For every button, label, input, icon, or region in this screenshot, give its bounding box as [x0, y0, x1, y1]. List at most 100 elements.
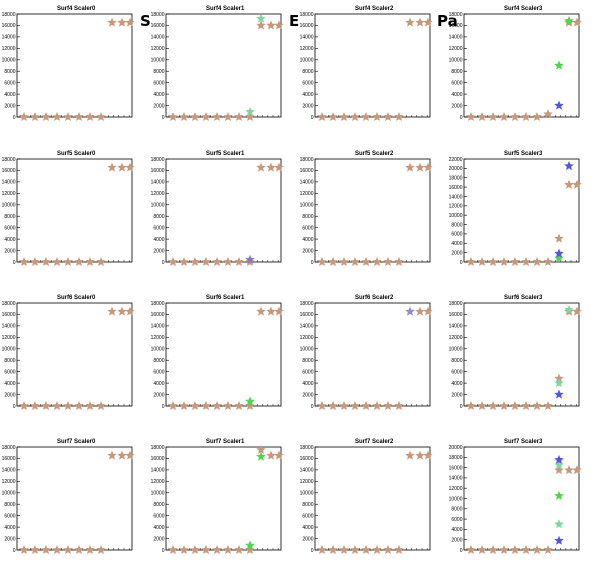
y-tick-label: 0	[13, 260, 16, 266]
data-point	[466, 545, 476, 555]
data-point	[74, 112, 84, 122]
y-tick-label: 10000	[300, 347, 314, 353]
plot-frame	[165, 446, 282, 551]
y-tick-label: 10000	[151, 203, 165, 209]
data-point	[190, 401, 200, 411]
y-tick-label: 8000	[4, 214, 15, 220]
plot-frame	[314, 302, 431, 407]
data-point	[572, 465, 582, 475]
y-tick-label: 0	[460, 115, 463, 121]
y-tick-label: 16000	[449, 312, 463, 318]
chart-panel: Surf7 Scaler0 0 2000 4000 6000 8000 10000 12000…	[2, 439, 135, 555]
data-point	[554, 248, 564, 258]
y-tick-label: 18000	[2, 157, 16, 163]
y-tick-label: 12000	[2, 46, 16, 52]
y-tick-label: 14000	[2, 35, 16, 41]
data-point	[350, 257, 360, 267]
data-point	[19, 112, 29, 122]
data-point	[383, 112, 393, 122]
data-point	[510, 112, 520, 122]
data-point	[372, 401, 382, 411]
data-point	[256, 13, 266, 23]
y-tick-label: 6000	[302, 80, 313, 86]
y-tick-label: 2000	[4, 103, 15, 109]
y-tick-label: 0	[460, 548, 463, 554]
y-tick-label: 16000	[449, 23, 463, 29]
data-point	[179, 257, 189, 267]
y-tick-label: 12000	[449, 335, 463, 341]
y-tick-label: 18000	[151, 157, 165, 163]
data-point	[52, 112, 62, 122]
y-tick-label: 14000	[2, 324, 16, 330]
data-point	[383, 545, 393, 555]
data-point	[274, 162, 284, 172]
data-point	[96, 401, 106, 411]
y-tick-label: 6000	[153, 80, 164, 86]
y-tick-label: 6000	[4, 80, 15, 86]
y-tick-label: 12000	[2, 335, 16, 341]
y-tick-label: 10000	[449, 496, 463, 502]
y-tick-label: 16000	[300, 456, 314, 462]
data-point	[477, 545, 487, 555]
data-point	[245, 112, 255, 122]
plot-frame	[463, 446, 580, 551]
data-point	[234, 401, 244, 411]
data-point	[339, 112, 349, 122]
y-tick-label: 6000	[302, 225, 313, 231]
plot-frame	[16, 13, 133, 118]
data-point	[543, 257, 553, 267]
data-point	[554, 373, 564, 383]
y-tick-label: 14000	[300, 468, 314, 474]
data-point	[543, 109, 553, 119]
y-tick-label: 2000	[302, 392, 313, 398]
y-tick-label: 8000	[302, 502, 313, 508]
y-tick-label: 10000	[151, 347, 165, 353]
y-tick-label: 16000	[151, 456, 165, 462]
data-point	[328, 257, 338, 267]
y-tick-label: 16000	[449, 465, 463, 471]
chart-title: Surf5 Scaler2	[355, 151, 394, 157]
data-point	[394, 257, 404, 267]
data-point	[19, 545, 29, 555]
y-tick-label: 10000	[300, 203, 314, 209]
data-point	[256, 451, 266, 461]
y-tick-label: 4000	[451, 381, 462, 387]
y-tick-label: 4000	[153, 92, 164, 98]
data-point	[423, 306, 433, 316]
y-tick-label: 4000	[302, 92, 313, 98]
y-tick-label: 8000	[4, 358, 15, 364]
data-point	[521, 257, 531, 267]
data-point	[274, 306, 284, 316]
data-point	[30, 401, 40, 411]
data-point	[190, 112, 200, 122]
y-tick-label: 6000	[4, 225, 15, 231]
data-point	[63, 112, 73, 122]
data-point	[245, 254, 255, 264]
data-point	[19, 401, 29, 411]
data-point	[554, 389, 564, 399]
plot-frame	[16, 446, 133, 551]
data-point	[499, 401, 509, 411]
y-tick-label: 12000	[300, 191, 314, 197]
y-tick-label: 10000	[449, 347, 463, 353]
y-tick-label: 0	[13, 115, 16, 121]
data-point	[361, 401, 371, 411]
data-point	[317, 401, 327, 411]
chart-panel: Surf6 Scaler1 0 2000 4000 6000 8000 10000 12000…	[151, 295, 284, 411]
y-tick-label: 0	[311, 548, 314, 554]
data-point	[554, 460, 564, 470]
y-tick-label: 0	[162, 548, 165, 554]
y-tick-label: 6000	[153, 513, 164, 519]
y-tick-label: 0	[311, 404, 314, 410]
chart-panel: Surf6 Scaler0 0 2000 4000 6000 8000 10000 12000…	[2, 295, 135, 411]
y-tick-label: 2000	[4, 536, 15, 542]
y-tick-label: 18000	[2, 445, 16, 451]
data-point	[394, 545, 404, 555]
data-point	[415, 17, 425, 27]
y-tick-label: 16000	[300, 312, 314, 318]
data-point	[532, 112, 542, 122]
y-tick-label: 8000	[153, 69, 164, 75]
y-tick-label: 8000	[302, 358, 313, 364]
data-point	[179, 545, 189, 555]
